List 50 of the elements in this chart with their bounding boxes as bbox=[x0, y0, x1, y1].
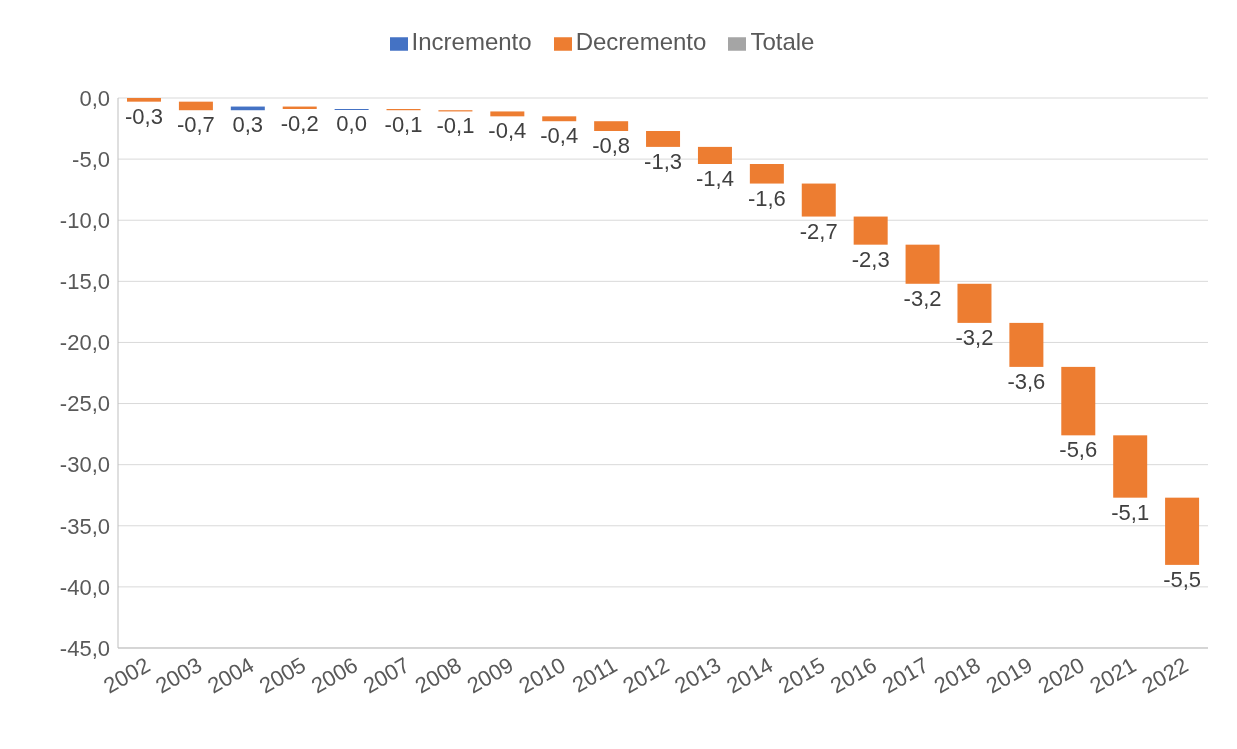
bar bbox=[1009, 322, 1044, 367]
bar bbox=[646, 131, 681, 147]
data-label: -0,1 bbox=[436, 113, 475, 139]
data-label: -0,4 bbox=[488, 118, 527, 144]
y-tick-label: -5,0 bbox=[72, 146, 110, 172]
data-label: -0,4 bbox=[540, 123, 579, 149]
bar bbox=[853, 216, 888, 245]
data-label: -0,8 bbox=[592, 133, 631, 158]
y-tick-label: -10,0 bbox=[59, 208, 110, 234]
y-tick-label: -40,0 bbox=[59, 574, 110, 600]
data-label: 0,3 bbox=[232, 112, 264, 138]
bar bbox=[749, 164, 784, 184]
bar bbox=[697, 146, 732, 164]
data-label: -3,2 bbox=[955, 324, 994, 350]
y-tick-label: -30,0 bbox=[59, 452, 110, 478]
data-label: -3,2 bbox=[903, 285, 942, 311]
data-label: -2,7 bbox=[799, 218, 838, 244]
data-label: -1,3 bbox=[644, 148, 683, 174]
data-label: -1,4 bbox=[695, 166, 734, 191]
bar bbox=[594, 121, 629, 131]
data-label: -0,1 bbox=[384, 112, 423, 138]
data-label: -5,1 bbox=[1111, 499, 1150, 525]
bar bbox=[1061, 366, 1096, 436]
data-label: -1,6 bbox=[747, 185, 786, 211]
bar bbox=[801, 183, 836, 217]
y-tick-label: 0,0 bbox=[79, 85, 110, 111]
bar bbox=[127, 98, 161, 102]
data-label: -0,2 bbox=[280, 111, 319, 136]
bar bbox=[1165, 497, 1200, 565]
legend-label: Totale bbox=[750, 28, 815, 55]
data-label: -5,5 bbox=[1163, 566, 1202, 592]
data-label: -5,6 bbox=[1059, 437, 1098, 463]
data-label: 0,0 bbox=[336, 111, 367, 136]
y-tick-label: -35,0 bbox=[59, 513, 110, 539]
data-label: -0,3 bbox=[125, 103, 163, 129]
bar bbox=[1113, 435, 1148, 498]
y-tick-label: -15,0 bbox=[59, 269, 110, 295]
y-tick-label: -25,0 bbox=[59, 391, 110, 417]
bar bbox=[542, 116, 577, 122]
data-label: -0,7 bbox=[176, 112, 215, 138]
data-label: -3,6 bbox=[1007, 368, 1046, 394]
legend-label: Incremento bbox=[411, 28, 532, 55]
legend-label: Decremento bbox=[575, 28, 707, 55]
bar bbox=[905, 244, 940, 284]
y-tick-label: -20,0 bbox=[59, 330, 110, 356]
bar bbox=[178, 101, 213, 111]
bar bbox=[490, 111, 525, 117]
data-label: -2,3 bbox=[851, 246, 890, 272]
bar bbox=[957, 283, 992, 323]
y-tick-label: -45,0 bbox=[59, 635, 110, 661]
